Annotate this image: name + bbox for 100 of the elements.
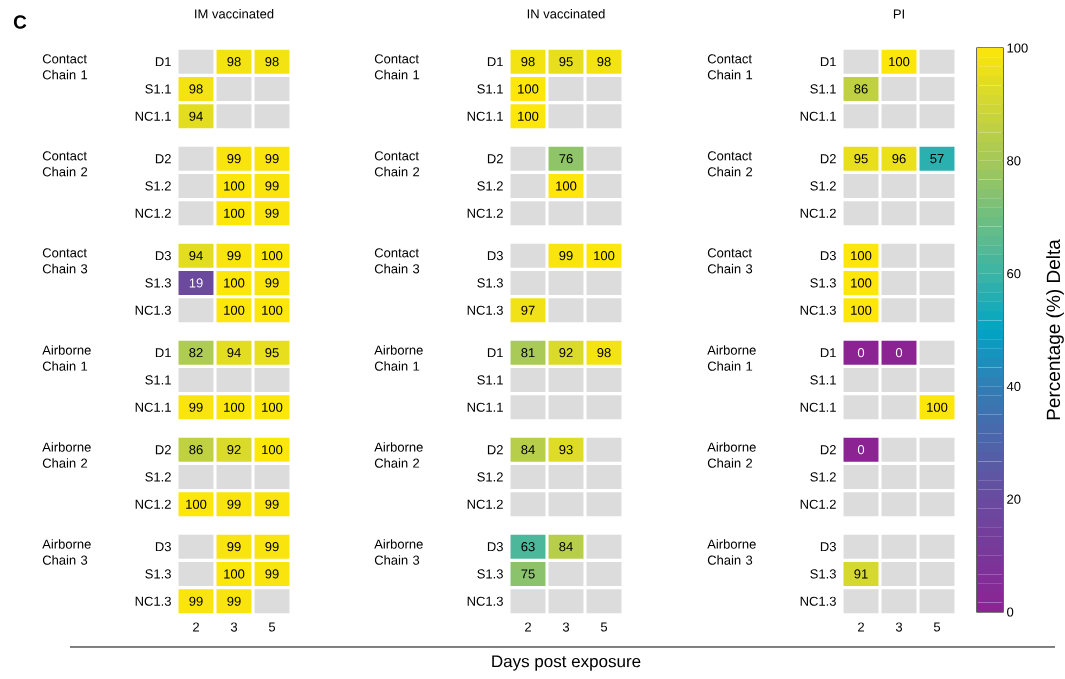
x-tick-label: 2 bbox=[858, 622, 864, 632]
data-label: 99 bbox=[265, 278, 279, 288]
y-tick-label: S1.2 bbox=[477, 181, 503, 191]
y-tick-label: D1 bbox=[487, 57, 503, 67]
y-tick-label: D2 bbox=[820, 445, 836, 455]
y-axis-title: Contact Chain 3 bbox=[42, 248, 88, 274]
data-label: 100 bbox=[556, 181, 577, 191]
y-tick-label: D3 bbox=[820, 542, 836, 552]
data-label: 0 bbox=[895, 348, 903, 358]
y-axis-title: Airborne Chain 2 bbox=[374, 442, 423, 468]
y-tick-label: D2 bbox=[155, 445, 171, 455]
y-tick-label: D2 bbox=[820, 154, 836, 164]
data-label: 99 bbox=[559, 251, 573, 261]
y-tick-label: NC1.2 bbox=[800, 499, 836, 509]
data-label: 100 bbox=[224, 305, 245, 315]
data-label: 98 bbox=[597, 348, 611, 358]
y-tick-label: NC1.3 bbox=[135, 305, 171, 315]
data-label: 82 bbox=[189, 348, 203, 358]
y-tick-label: S1.2 bbox=[810, 181, 836, 191]
data-label: 100 bbox=[889, 57, 910, 67]
x-tick-label: 5 bbox=[600, 622, 608, 632]
y-axis-title: Contact Chain 1 bbox=[707, 54, 753, 80]
data-label: 96 bbox=[892, 154, 906, 164]
y-axis-title: Contact Chain 3 bbox=[374, 248, 420, 274]
y-tick-label: S1.2 bbox=[810, 472, 836, 482]
y-tick-label: S1.1 bbox=[810, 375, 836, 385]
y-axis-title: Airborne Chain 1 bbox=[707, 345, 756, 371]
y-tick-label: D3 bbox=[820, 251, 836, 261]
data-label: 100 bbox=[224, 569, 245, 579]
x-tick-label: 2 bbox=[193, 622, 199, 632]
data-label: 100 bbox=[927, 402, 948, 412]
y-tick-label: NC1.2 bbox=[800, 208, 836, 218]
y-axis-title: Airborne Chain 2 bbox=[707, 442, 756, 468]
x-tick-label: 5 bbox=[933, 622, 941, 632]
color-bar-title: Percentage (%) Delta bbox=[1046, 239, 1064, 420]
y-tick-label: NC1.1 bbox=[467, 111, 503, 121]
y-tick-label: NC1.1 bbox=[467, 402, 503, 412]
data-label: 99 bbox=[227, 596, 241, 606]
data-label: 84 bbox=[521, 445, 535, 455]
data-label: 94 bbox=[189, 251, 203, 261]
x-tick-label: 5 bbox=[268, 622, 276, 632]
y-tick-label: NC1.1 bbox=[135, 111, 171, 121]
y-tick-label: D1 bbox=[820, 57, 836, 67]
y-tick-label: S1.2 bbox=[145, 181, 171, 191]
data-label: 75 bbox=[521, 569, 535, 579]
y-tick-label: D3 bbox=[155, 542, 171, 552]
data-label: 100 bbox=[594, 251, 615, 261]
data-label: 86 bbox=[854, 84, 868, 94]
y-axis-title: Contact Chain 1 bbox=[42, 54, 88, 80]
y-tick-label: D1 bbox=[155, 57, 171, 67]
text: C bbox=[13, 15, 27, 29]
data-label: 0 bbox=[857, 445, 865, 455]
x-tick-label: 2 bbox=[525, 622, 531, 632]
y-axis-title: Airborne Chain 1 bbox=[42, 345, 91, 371]
data-label: 92 bbox=[559, 348, 573, 358]
data-label: 84 bbox=[559, 542, 573, 552]
data-label: 99 bbox=[265, 542, 279, 552]
data-label: 100 bbox=[262, 305, 283, 315]
x-tick-label: 3 bbox=[895, 622, 903, 632]
y-axis-title: Contact Chain 1 bbox=[374, 54, 420, 80]
data-label: 100 bbox=[518, 84, 539, 94]
data-label: 100 bbox=[262, 445, 283, 455]
y-tick-label: NC1.2 bbox=[135, 208, 171, 218]
data-label: 98 bbox=[597, 57, 611, 67]
y-axis-title: Airborne Chain 1 bbox=[374, 345, 423, 371]
data-label: 100 bbox=[186, 499, 207, 509]
y-tick-label: S1.2 bbox=[145, 472, 171, 482]
y-axis-title: Contact Chain 3 bbox=[707, 248, 753, 274]
y-axis-title: Contact Chain 2 bbox=[707, 151, 753, 177]
y-tick-label: NC1.1 bbox=[800, 402, 836, 412]
y-tick-label: D1 bbox=[487, 348, 503, 358]
data-label: 95 bbox=[265, 348, 279, 358]
y-tick-label: NC1.3 bbox=[135, 596, 171, 606]
data-label: 100 bbox=[518, 111, 539, 121]
data-label: 94 bbox=[189, 111, 203, 121]
data-label: 100 bbox=[262, 402, 283, 412]
y-tick-label: D2 bbox=[487, 445, 503, 455]
color-bar-label: 60 bbox=[1007, 268, 1021, 279]
y-tick-label: D2 bbox=[487, 154, 503, 164]
data-label: 98 bbox=[227, 57, 241, 67]
color-bar-label: 20 bbox=[1007, 494, 1021, 504]
y-axis-title: Airborne Chain 2 bbox=[42, 442, 91, 468]
y-tick-label: S1.1 bbox=[145, 375, 171, 385]
y-tick-label: D1 bbox=[155, 348, 171, 358]
data-label: 97 bbox=[521, 305, 535, 315]
y-tick-label: NC1.2 bbox=[467, 499, 503, 509]
color-bar-label: 0 bbox=[1007, 607, 1014, 617]
data-label: 95 bbox=[559, 57, 573, 67]
data-label: 99 bbox=[265, 154, 279, 164]
data-label: 86 bbox=[189, 445, 203, 455]
data-label: 100 bbox=[224, 278, 245, 288]
chart-title: IN vaccinated bbox=[527, 8, 605, 19]
data-label: 0 bbox=[857, 348, 865, 358]
y-tick-label: NC1.3 bbox=[467, 596, 503, 606]
data-label: 100 bbox=[851, 278, 872, 288]
data-label: 92 bbox=[227, 445, 241, 455]
x-axis-title: Days post exposure bbox=[492, 655, 641, 671]
y-axis-title: Airborne Chain 3 bbox=[707, 539, 756, 565]
data-label: 99 bbox=[227, 499, 241, 509]
y-tick-label: S1.3 bbox=[145, 569, 171, 579]
